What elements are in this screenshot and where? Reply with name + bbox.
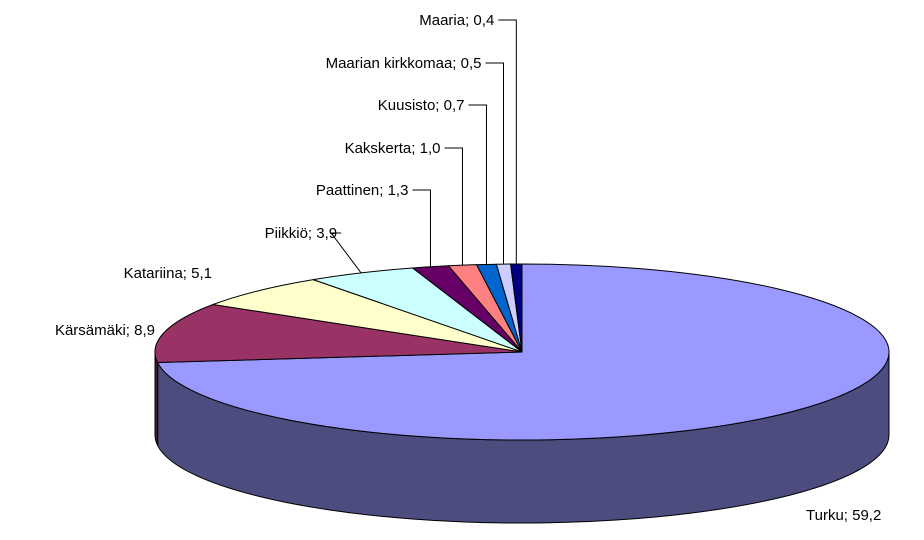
slice-label-2: Katariina; 5,1 (124, 265, 212, 282)
slice-label-8: Maaria; 0,4 (419, 12, 494, 29)
slice-label-6: Kuusisto; 0,7 (378, 97, 465, 114)
leader-line-3 (330, 232, 362, 274)
label-leader-lines (330, 19, 517, 274)
leader-line-6 (468, 104, 487, 265)
slice-label-3: Piikkiö; 3,9 (265, 225, 338, 242)
slice-label-4: Paattinen; 1,3 (316, 182, 409, 199)
leader-line-7 (485, 62, 504, 265)
slice-labels: Turku; 59,2 Kärsämäki; 8,9 Katariina; 5,1 P… (55, 12, 881, 524)
pie-side-1 (154, 351, 159, 447)
leader-line-5 (444, 147, 463, 266)
slice-label-7: Maarian kirkkomaa; 0,5 (326, 55, 482, 72)
pie-slice-0 (157, 263, 890, 441)
pie-slice-2 (212, 279, 523, 353)
leader-line-4 (412, 189, 431, 267)
slice-label-1: Kärsämäki; 8,9 (55, 322, 155, 339)
slice-label-0: Turku; 59,2 (806, 507, 881, 524)
leader-line-8 (498, 19, 517, 265)
pie-top-faces (154, 263, 890, 441)
pie-slice-1 (154, 304, 523, 364)
slice-label-5: Kakskerta; 1,0 (345, 140, 441, 157)
